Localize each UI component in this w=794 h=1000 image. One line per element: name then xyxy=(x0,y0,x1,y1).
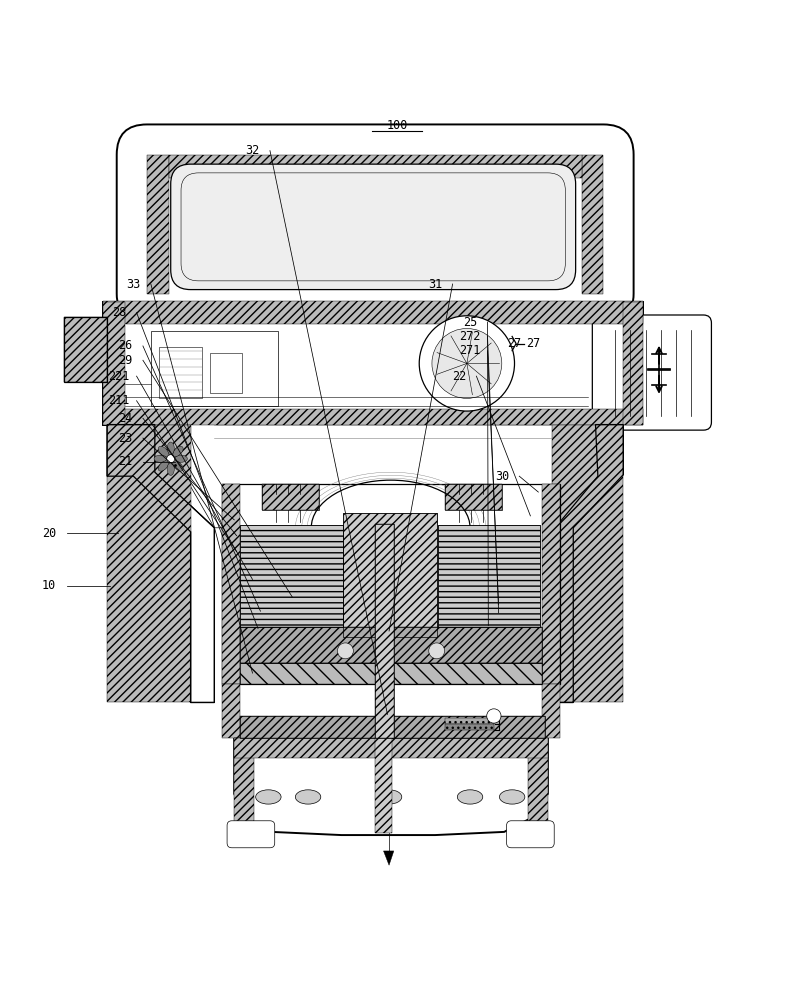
Bar xyxy=(343,513,437,637)
Text: 28: 28 xyxy=(112,306,126,319)
Polygon shape xyxy=(107,425,214,702)
Bar xyxy=(240,525,343,627)
Bar xyxy=(375,738,392,833)
Circle shape xyxy=(167,455,175,463)
Bar xyxy=(582,155,603,294)
Text: 31: 31 xyxy=(428,278,442,291)
Text: 10: 10 xyxy=(42,579,56,592)
Bar xyxy=(240,525,343,627)
Ellipse shape xyxy=(175,455,187,462)
FancyBboxPatch shape xyxy=(592,315,711,430)
Ellipse shape xyxy=(154,455,167,462)
Ellipse shape xyxy=(173,461,183,471)
Bar xyxy=(240,663,542,684)
Circle shape xyxy=(429,643,445,659)
Ellipse shape xyxy=(158,461,168,471)
Text: 211: 211 xyxy=(109,394,129,407)
Bar xyxy=(240,663,542,684)
Text: 23: 23 xyxy=(118,432,133,445)
Bar xyxy=(103,302,643,324)
Bar xyxy=(262,484,319,510)
Bar xyxy=(234,738,548,758)
FancyBboxPatch shape xyxy=(507,821,554,848)
Bar xyxy=(222,684,240,738)
Bar xyxy=(210,353,242,393)
FancyBboxPatch shape xyxy=(171,164,576,290)
Bar xyxy=(542,684,560,738)
Circle shape xyxy=(419,316,515,411)
Text: 25: 25 xyxy=(463,316,477,329)
FancyBboxPatch shape xyxy=(227,821,275,848)
Text: 27: 27 xyxy=(526,337,541,350)
Text: 100: 100 xyxy=(387,119,407,132)
Text: 32: 32 xyxy=(245,144,260,157)
Bar xyxy=(438,525,540,627)
Bar xyxy=(222,484,560,684)
Bar xyxy=(262,484,319,510)
Text: 272: 272 xyxy=(460,330,480,343)
Bar xyxy=(240,627,542,663)
Bar xyxy=(445,718,494,724)
Bar xyxy=(159,347,202,398)
Text: 20: 20 xyxy=(42,527,56,540)
Bar xyxy=(343,513,437,637)
Bar xyxy=(169,155,582,178)
Bar xyxy=(438,525,540,627)
Text: 22: 22 xyxy=(452,370,466,383)
Bar xyxy=(445,724,494,730)
Bar xyxy=(375,524,394,738)
Polygon shape xyxy=(234,738,548,835)
Bar xyxy=(542,484,560,684)
Bar xyxy=(222,484,240,684)
Ellipse shape xyxy=(457,790,483,804)
Ellipse shape xyxy=(158,446,168,457)
Bar xyxy=(375,524,394,738)
Bar xyxy=(623,302,643,425)
Bar xyxy=(240,716,545,738)
Text: 29: 29 xyxy=(118,354,133,367)
Bar xyxy=(64,317,107,382)
Bar xyxy=(234,738,254,835)
Bar xyxy=(528,738,548,835)
Ellipse shape xyxy=(167,463,175,475)
Text: 221: 221 xyxy=(109,370,129,383)
Text: 33: 33 xyxy=(126,278,141,291)
Ellipse shape xyxy=(295,790,321,804)
Polygon shape xyxy=(384,851,394,865)
Bar xyxy=(64,317,107,382)
Bar xyxy=(103,302,125,425)
FancyBboxPatch shape xyxy=(117,124,634,324)
Text: 271: 271 xyxy=(460,344,480,357)
Bar xyxy=(240,716,545,738)
Circle shape xyxy=(432,328,502,398)
Ellipse shape xyxy=(173,446,183,457)
Bar xyxy=(445,484,502,510)
Bar xyxy=(107,425,191,702)
Text: 21: 21 xyxy=(118,455,133,468)
Bar xyxy=(151,331,278,406)
Bar xyxy=(103,302,643,425)
Ellipse shape xyxy=(256,790,281,804)
Text: 26: 26 xyxy=(118,339,133,352)
Ellipse shape xyxy=(167,442,175,455)
Text: 30: 30 xyxy=(495,470,509,483)
Bar xyxy=(240,627,542,663)
Bar xyxy=(552,425,623,702)
Text: 24: 24 xyxy=(118,412,133,425)
Bar xyxy=(147,155,169,294)
Circle shape xyxy=(487,709,501,723)
Text: 27: 27 xyxy=(507,337,522,350)
Ellipse shape xyxy=(499,790,525,804)
Polygon shape xyxy=(155,425,596,528)
Bar xyxy=(445,484,502,510)
Circle shape xyxy=(337,643,353,659)
Bar xyxy=(103,409,643,425)
Ellipse shape xyxy=(376,790,402,804)
Polygon shape xyxy=(552,425,623,702)
